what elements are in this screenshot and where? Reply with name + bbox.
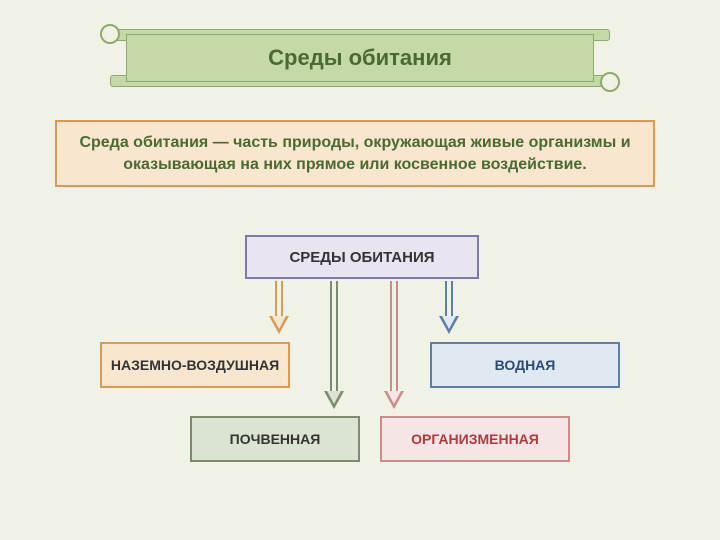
leaf-organism: ОРГАНИЗМЕННАЯ bbox=[380, 416, 570, 462]
banner-scroll-cap-left bbox=[100, 24, 120, 44]
leaf-soil: ПОЧВЕННАЯ bbox=[190, 416, 360, 462]
leaf-terrestrial: НАЗЕМНО-ВОЗДУШНАЯ bbox=[100, 342, 290, 388]
definition-text: Среда обитания — часть природы, окружающ… bbox=[79, 134, 630, 173]
title-box: Среды обитания bbox=[126, 34, 594, 82]
title-banner: Среды обитания bbox=[110, 30, 610, 86]
root-label: СРЕДЫ ОБИТАНИЯ bbox=[289, 249, 434, 266]
leaf-label: НАЗЕМНО-ВОЗДУШНАЯ bbox=[111, 357, 279, 374]
leaf-label: ПОЧВЕННАЯ bbox=[230, 431, 321, 448]
definition-box: Среда обитания — часть природы, окружающ… bbox=[55, 120, 655, 187]
page-title: Среды обитания bbox=[268, 45, 452, 71]
leaf-aquatic: ВОДНАЯ bbox=[430, 342, 620, 388]
leaf-label: ВОДНАЯ bbox=[495, 357, 556, 374]
diagram-root: СРЕДЫ ОБИТАНИЯ bbox=[245, 235, 479, 279]
banner-scroll-cap-right bbox=[600, 72, 620, 92]
leaf-label: ОРГАНИЗМЕННАЯ bbox=[411, 431, 539, 448]
